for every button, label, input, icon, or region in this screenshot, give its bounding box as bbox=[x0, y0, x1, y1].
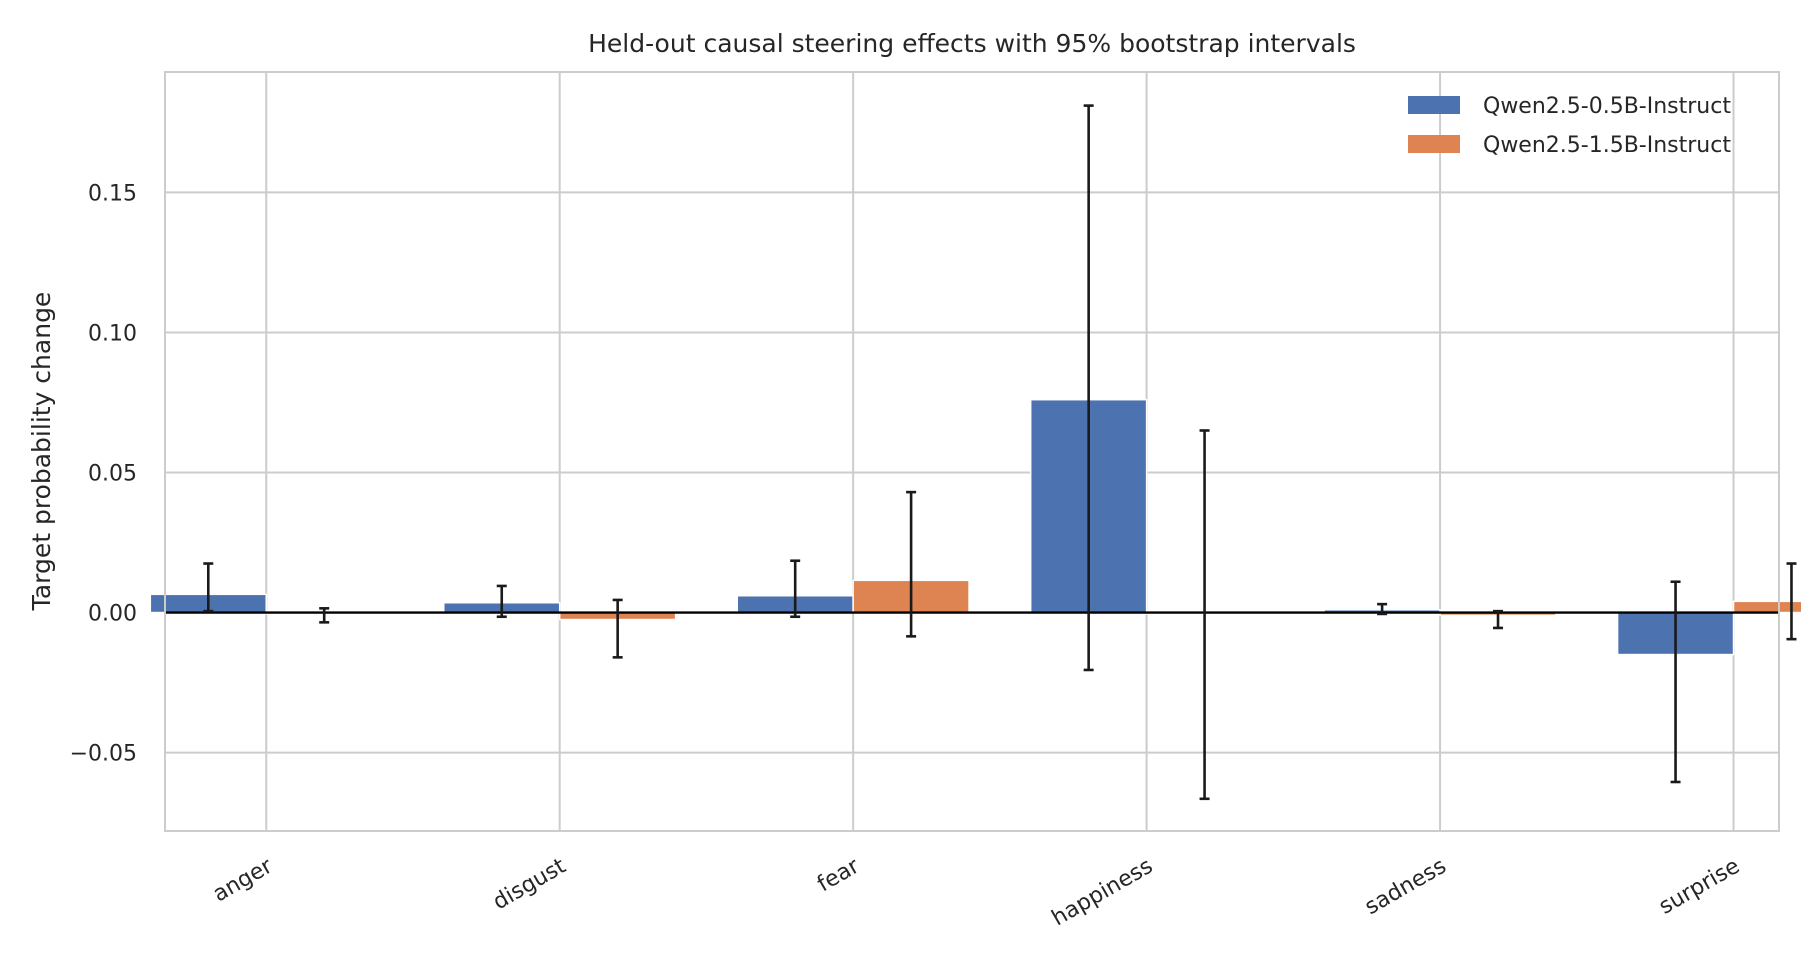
error-bar-surprise-series-2 bbox=[1786, 562, 1797, 641]
legend-label-series-1: Qwen2.5-0.5B-Instruct bbox=[1483, 94, 1731, 119]
error-bar-disgust-series-2 bbox=[612, 598, 623, 659]
legend-label-series-2: Qwen2.5-1.5B-Instruct bbox=[1483, 133, 1731, 158]
chart-title: Held-out causal steering effects with 95… bbox=[588, 29, 1356, 58]
y-tick-label: −0.05 bbox=[70, 742, 137, 767]
y-tick-label: 0.00 bbox=[88, 602, 137, 627]
error-bar-sadness-series-2 bbox=[1493, 609, 1504, 630]
error-bar-fear-series-1 bbox=[790, 559, 801, 619]
x-tick-label-happiness: happiness bbox=[1048, 854, 1157, 932]
x-tick-label-surprise: surprise bbox=[1655, 854, 1744, 920]
error-bar-surprise-series-1 bbox=[1670, 580, 1681, 784]
x-tick-label-fear: fear bbox=[813, 853, 864, 897]
error-bar-anger-series-2 bbox=[319, 607, 330, 624]
error-bars bbox=[203, 104, 1797, 801]
x-tick-label-disgust: disgust bbox=[489, 854, 571, 916]
y-tick-label: 0.05 bbox=[88, 462, 137, 487]
y-tick-label: 0.15 bbox=[88, 181, 137, 206]
x-tick-label-sadness: sadness bbox=[1361, 854, 1451, 920]
legend-swatch-series-1 bbox=[1408, 96, 1460, 114]
legend: Qwen2.5-0.5B-Instruct Qwen2.5-1.5B-Instru… bbox=[1408, 94, 1731, 158]
error-bar-anger-series-1 bbox=[203, 562, 214, 613]
y-tick-labels: −0.05 0.00 0.05 0.10 0.15 bbox=[70, 181, 137, 766]
grid bbox=[165, 72, 1779, 831]
error-bar-sadness-series-1 bbox=[1377, 602, 1388, 616]
y-tick-label: 0.10 bbox=[88, 321, 137, 346]
plot-frame bbox=[164, 71, 1780, 832]
error-bar-fear-series-2 bbox=[906, 490, 917, 638]
error-bar-happiness-series-2 bbox=[1199, 429, 1210, 801]
plot-background bbox=[165, 72, 1779, 831]
legend-swatch-series-2 bbox=[1408, 135, 1460, 153]
x-tick-label-anger: anger bbox=[209, 853, 278, 907]
error-bar-disgust-series-1 bbox=[496, 584, 507, 619]
error-bar-happiness-series-1 bbox=[1083, 104, 1094, 672]
x-tick-labels: anger disgust fear happiness sadness surprise bbox=[209, 853, 1744, 931]
y-axis-title: Target probability change bbox=[27, 292, 56, 612]
